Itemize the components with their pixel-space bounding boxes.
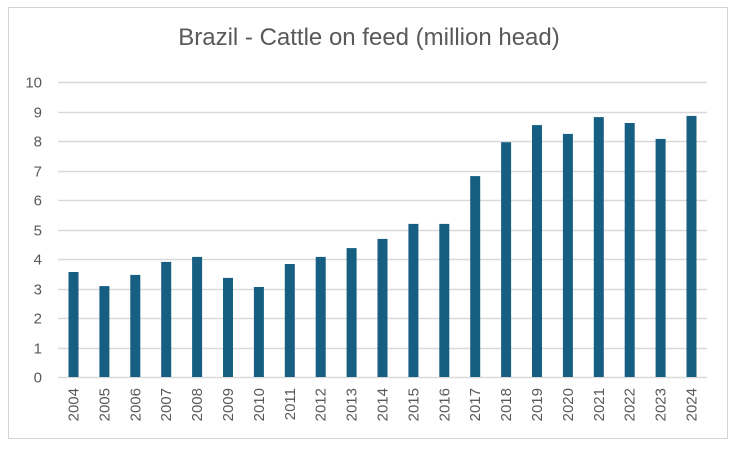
bar-2023 xyxy=(655,138,666,377)
bar-2022 xyxy=(624,123,635,377)
bar-2012 xyxy=(315,256,326,377)
chart-title: Brazil - Cattle on feed (million head) xyxy=(178,24,560,51)
x-tick-label: 2015 xyxy=(405,388,422,421)
x-tick-label: 2013 xyxy=(344,388,361,421)
bar-2013 xyxy=(346,248,357,377)
bar-2019 xyxy=(532,125,542,377)
x-tick-label: 2004 xyxy=(66,388,83,421)
y-tick-label: 10 xyxy=(25,75,42,92)
bar-2024 xyxy=(686,115,697,378)
x-tick-label: 2019 xyxy=(529,388,546,421)
bar-2010 xyxy=(253,287,264,377)
bar-2021 xyxy=(593,117,604,377)
y-tick-label: 1 xyxy=(34,341,42,358)
x-tick-label: 2011 xyxy=(282,388,299,420)
bar-2011 xyxy=(284,264,295,377)
bar-2004 xyxy=(68,272,79,377)
bar-2005 xyxy=(99,286,110,377)
bar-2015 xyxy=(408,223,419,377)
bar-2009 xyxy=(223,277,233,377)
x-tick-label: 2008 xyxy=(189,388,206,421)
y-tick-label: 8 xyxy=(34,134,42,151)
y-tick-label: 3 xyxy=(34,282,42,299)
x-tick-label: 2009 xyxy=(220,388,237,421)
x-tick-label: 2017 xyxy=(467,388,484,421)
y-tick-label: 9 xyxy=(34,105,42,122)
y-tick-label: 5 xyxy=(34,223,42,240)
y-tick-label: 2 xyxy=(34,311,42,328)
x-tick-label: 2018 xyxy=(498,388,515,421)
x-tick-label: 2005 xyxy=(96,388,113,421)
bar-2018 xyxy=(501,142,512,377)
bars xyxy=(68,115,697,378)
bar-2007 xyxy=(161,261,172,377)
y-tick-label: 6 xyxy=(34,193,42,210)
y-tick-label: 0 xyxy=(34,370,42,387)
x-tick-label: 2014 xyxy=(375,388,392,421)
bar-2016 xyxy=(439,223,450,377)
bar-2017 xyxy=(470,176,481,377)
x-tick-label: 2006 xyxy=(127,388,144,421)
y-tick-label: 7 xyxy=(34,164,42,181)
bar-2006 xyxy=(130,274,141,377)
y-tick-label: 4 xyxy=(34,252,42,269)
x-tick-label: 2022 xyxy=(622,388,639,421)
x-tick-label: 2012 xyxy=(313,388,330,421)
x-tick-label: 2010 xyxy=(251,388,268,421)
x-tick-label: 2021 xyxy=(591,388,608,421)
bar-2020 xyxy=(562,133,573,377)
x-tick-label: 2024 xyxy=(684,388,701,421)
bar-2008 xyxy=(192,256,203,377)
y-axis-ticks: 0 1 2 3 4 5 6 7 8 9 10 xyxy=(25,75,42,387)
x-tick-label: 2016 xyxy=(436,388,453,421)
x-tick-label: 2023 xyxy=(653,388,670,421)
x-tick-label: 2020 xyxy=(560,388,577,421)
chart-frame xyxy=(8,7,728,439)
bar-2014 xyxy=(377,238,388,377)
x-axis-ticks: 2004 2005 2006 2007 2008 2009 2010 2011 2012 2013… xyxy=(66,388,701,421)
x-tick-label: 2007 xyxy=(158,388,175,421)
